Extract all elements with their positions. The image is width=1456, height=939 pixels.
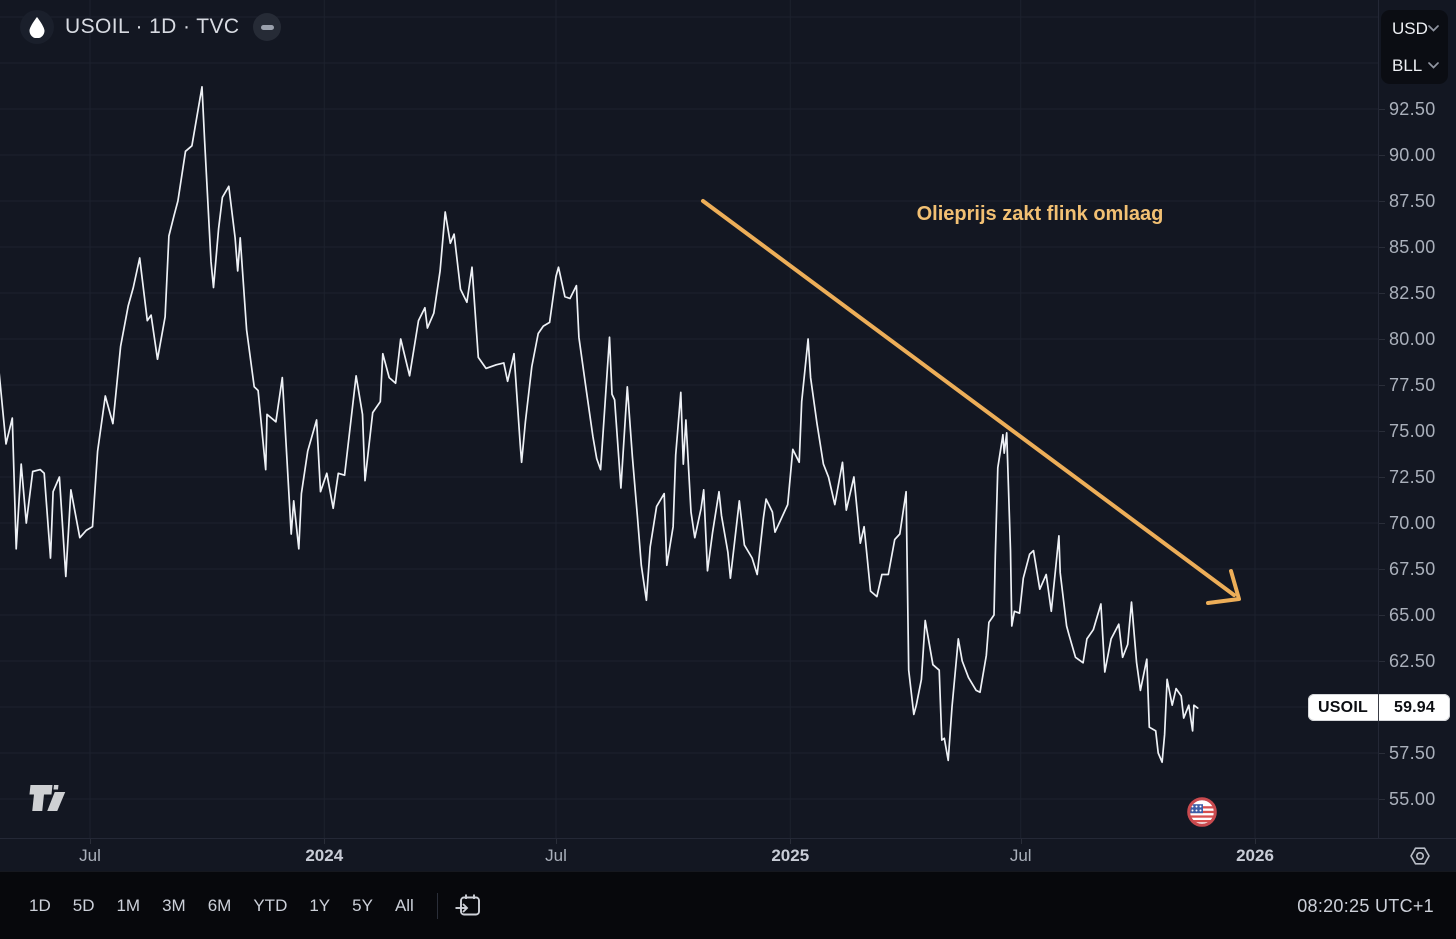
- chevron-down-icon: [1428, 62, 1439, 69]
- time-tick-label: Jul: [1009, 846, 1032, 865]
- last-price-label[interactable]: USOIL 59.94: [1308, 694, 1450, 721]
- trend-arrow-drawing[interactable]: [701, 199, 1241, 605]
- annotation-label[interactable]: Olieprijs zakt flink omlaag: [916, 203, 1164, 225]
- horizontal-gridlines: [0, 16, 1378, 800]
- time-tick-label: Jul: [545, 846, 567, 865]
- price-tick-label: 87.50: [1389, 191, 1436, 211]
- us-flag-event-icon[interactable]: [1186, 796, 1218, 828]
- price-tick-label: 92.50: [1389, 99, 1436, 119]
- calendar-arrow-icon: [455, 894, 480, 916]
- price-tick-label: 62.50: [1389, 651, 1436, 671]
- price-tick-mark: [1379, 477, 1385, 478]
- currency-unit-selector: USD BLL: [1381, 10, 1448, 84]
- unit-dropdown[interactable]: BLL: [1381, 47, 1448, 84]
- toolbar-divider: [436, 893, 438, 919]
- price-tick-mark: [1379, 661, 1385, 662]
- price-tick-label: 72.50: [1389, 467, 1436, 487]
- unit-value: BLL: [1392, 55, 1423, 75]
- price-tick-mark: [1379, 155, 1385, 156]
- time-tick-mark: [324, 839, 326, 844]
- time-tick-mark: [790, 839, 792, 844]
- time-tick-label: 2025: [771, 846, 810, 865]
- price-tick-mark: [1379, 523, 1385, 524]
- range-button-all[interactable]: All: [394, 896, 414, 915]
- chevron-down-icon: [1428, 25, 1439, 32]
- minus-icon: [260, 24, 274, 30]
- scale-settings-icon[interactable]: [1408, 844, 1432, 868]
- price-tick-mark: [1379, 339, 1385, 340]
- time-tick-mark: [90, 839, 91, 844]
- price-tick-label: 80.00: [1389, 329, 1436, 349]
- time-tick-mark: [556, 839, 557, 844]
- range-button-ytd[interactable]: YTD: [253, 896, 288, 915]
- currency-dropdown[interactable]: USD: [1381, 10, 1448, 47]
- range-button-3m[interactable]: 3M: [162, 896, 186, 915]
- price-tick-mark: [1379, 799, 1385, 800]
- time-tick-label: 2026: [1236, 846, 1274, 865]
- vertical-gridlines: [89, 0, 1256, 838]
- bottom-toolbar: 1D 5D 1M 3M 6M YTD 1Y 5Y All 08:20:25 UTC+1: [0, 871, 1456, 939]
- price-tick-label: 70.00: [1389, 513, 1436, 533]
- price-tick-mark: [1379, 431, 1385, 432]
- range-button-1y[interactable]: 1Y: [309, 896, 331, 915]
- time-tick-mark: [1255, 839, 1256, 844]
- price-tick-mark: [1379, 293, 1385, 294]
- price-tick-mark: [1379, 385, 1385, 386]
- price-tick-label: 57.50: [1389, 743, 1436, 763]
- price-tick-label: 85.00: [1389, 237, 1436, 257]
- price-tick-mark: [1379, 569, 1385, 570]
- price-tick-label: 55.00: [1389, 789, 1436, 809]
- go-to-date-button[interactable]: [450, 888, 486, 924]
- price-label-symbol: USOIL: [1308, 694, 1379, 721]
- range-button-1d[interactable]: 1D: [29, 896, 51, 915]
- price-tick-mark: [1379, 753, 1385, 754]
- price-tick-label: 90.00: [1389, 145, 1436, 165]
- price-tick-label: 65.00: [1389, 605, 1436, 625]
- price-tick-label: 77.50: [1389, 375, 1436, 395]
- price-tick-label: 75.00: [1389, 421, 1436, 441]
- price-tick-label: 82.50: [1389, 283, 1436, 303]
- time-tick-label: Jul: [79, 846, 101, 865]
- range-button-1m[interactable]: 1M: [116, 896, 141, 915]
- price-tick-mark: [1379, 201, 1385, 202]
- price-line-series: [0, 86, 1199, 764]
- price-label-value: 59.94: [1393, 698, 1436, 716]
- chart-canvas[interactable]: [0, 0, 1378, 838]
- time-axis[interactable]: Jul 2024 Jul 2025 Jul 2026: [0, 838, 1456, 872]
- legend-collapse-button[interactable]: [253, 13, 282, 41]
- range-button-5y[interactable]: 5Y: [352, 896, 373, 915]
- date-range-switcher: 1D 5D 1M 3M 6M YTD 1Y 5Y All: [18, 890, 425, 922]
- price-tick-label: 67.50: [1389, 559, 1436, 579]
- time-tick-label: 2024: [305, 846, 344, 865]
- clock-display[interactable]: 08:20:25 UTC+1: [1297, 895, 1434, 916]
- tradingview-logo[interactable]: [26, 780, 72, 819]
- price-tick-mark: [1379, 109, 1385, 110]
- range-button-5d[interactable]: 5D: [72, 896, 95, 915]
- price-tick-mark: [1379, 247, 1385, 248]
- currency-value: USD: [1392, 18, 1428, 38]
- price-axis[interactable]: 92.50 90.00 87.50 85.00 82.50 80.00 77.50 75.00…: [1378, 0, 1456, 838]
- oil-drop-icon: [20, 10, 54, 44]
- range-button-6m[interactable]: 6M: [207, 896, 232, 915]
- symbol-title[interactable]: USOIL · 1D · TVC: [65, 15, 240, 38]
- symbol-legend: USOIL · 1D · TVC: [20, 10, 282, 44]
- price-tick-mark: [1379, 615, 1385, 616]
- time-tick-mark: [1020, 839, 1022, 844]
